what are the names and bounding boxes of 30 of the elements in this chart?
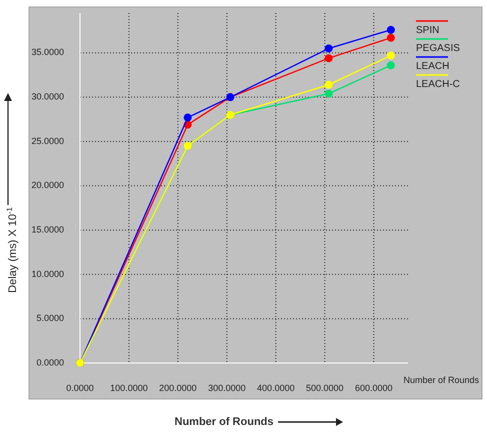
- text: Number of Rounds: [403, 375, 480, 385]
- point: [324, 80, 333, 89]
- legend-label: LEACH: [416, 61, 450, 72]
- legend-label: LEACH-C: [416, 79, 460, 90]
- y-tick-label: 30.0000: [31, 92, 64, 102]
- point: [324, 54, 333, 62]
- x-tick-label: 100.0000: [110, 383, 148, 393]
- y-tick-label: 35.0000: [31, 47, 64, 58]
- x-axis-title: Number of Rounds: [174, 416, 274, 428]
- x-tick-label: 500.0000: [306, 383, 344, 393]
- legend-label: PEGASIS: [416, 43, 460, 54]
- y-tick-label: 15.0000: [31, 224, 64, 234]
- y-tick-label: 25.0000: [31, 136, 64, 146]
- legend-label: SPIN: [416, 25, 440, 36]
- point: [324, 44, 333, 52]
- x-tick-label: 600.0000: [354, 383, 393, 393]
- point: [386, 52, 395, 60]
- point: [184, 114, 192, 122]
- point: [386, 34, 395, 42]
- y-tick-label: 0.0000: [36, 357, 64, 368]
- x-tick-label: 400.0000: [257, 383, 295, 393]
- y-tick-label: 5.0000: [36, 313, 64, 324]
- point: [386, 61, 395, 70]
- point: [386, 26, 395, 34]
- point: [324, 90, 333, 98]
- y-tick-label: 10.0000: [31, 268, 64, 279]
- x-tick-label: 200.0000: [159, 383, 197, 393]
- x-tick-label: 300.0000: [208, 383, 246, 393]
- x-tick-label: 0.0000: [66, 383, 94, 393]
- y-tick-label: 20.0000: [31, 180, 64, 190]
